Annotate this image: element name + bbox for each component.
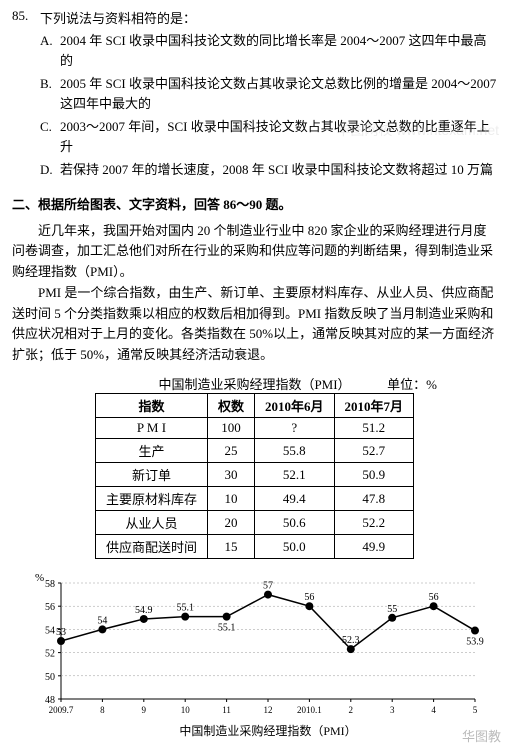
table-cell: 52.2 <box>334 511 414 535</box>
svg-text:57: 57 <box>263 581 273 592</box>
table-cell: P M I <box>95 418 207 439</box>
option-a: A. 2004 年 SCI 收录中国科技论文数的同比增长率是 2004～2007… <box>12 31 497 70</box>
table-cell: 52.7 <box>334 439 414 463</box>
table-cell: 新订单 <box>95 463 207 487</box>
table-cell: 生产 <box>95 439 207 463</box>
svg-text:56: 56 <box>45 602 55 613</box>
pmi-table: 指数 权数 2010年6月 2010年7月 P M I 100 ? 51.2 生… <box>95 393 414 559</box>
table-unit: 单位：% <box>387 374 437 393</box>
table-cell: 30 <box>207 463 254 487</box>
svg-text:54: 54 <box>45 625 55 636</box>
table-row: 从业人员 20 50.6 52.2 <box>95 511 413 535</box>
svg-text:2010.1: 2010.1 <box>297 705 322 715</box>
svg-text:5: 5 <box>472 705 477 715</box>
option-text: 2004 年 SCI 收录中国科技论文数的同比增长率是 2004～2007 这四… <box>60 31 497 70</box>
table-cell: 49.4 <box>255 487 335 511</box>
pmi-line-chart: %4850525456582009.7891011122010.12345535… <box>25 569 485 739</box>
option-letter: D. <box>40 160 60 180</box>
table-cell: 100 <box>207 418 254 439</box>
table-row: 新订单 30 52.1 50.9 <box>95 463 413 487</box>
passage-paragraph-2: PMI 是一个综合指数，由生产、新订单、主要原材料库存、从业人员、供应商配送时间… <box>12 283 497 366</box>
svg-text:58: 58 <box>45 579 55 590</box>
question-stem: 85. 下列说法与资料相符的是： <box>12 8 497 27</box>
table-cell: 51.2 <box>334 418 414 439</box>
table-cell: 50.6 <box>255 511 335 535</box>
svg-text:50: 50 <box>45 672 55 683</box>
table-header-row: 指数 权数 2010年6月 2010年7月 <box>95 394 413 418</box>
svg-text:10: 10 <box>180 705 190 715</box>
chart-svg: %4850525456582009.7891011122010.12345535… <box>25 569 485 739</box>
table-title-row: 中国制造业采购经理指数（PMI） 单位：% <box>12 374 497 393</box>
question-85: 85. 下列说法与资料相符的是： A. 2004 年 SCI 收录中国科技论文数… <box>12 8 497 180</box>
svg-text:2009.7: 2009.7 <box>48 705 73 715</box>
table-cell: 55.8 <box>255 439 335 463</box>
section-header: 二、根据所给图表、文字资料，回答 86～90 题。 <box>12 194 497 213</box>
svg-text:55: 55 <box>387 604 397 615</box>
table-cell: 供应商配送时间 <box>95 535 207 559</box>
question-text: 下列说法与资料相符的是： <box>40 8 497 27</box>
table-cell: 从业人员 <box>95 511 207 535</box>
table-title: 中国制造业采购经理指数（PMI） <box>158 374 350 393</box>
svg-text:11: 11 <box>222 705 231 715</box>
passage-paragraph-1: 近几年来，我国开始对国内 20 个制造业行业中 820 家企业的采购经理进行月度… <box>12 221 497 283</box>
option-b: B. 2005 年 SCI 收录中国科技论文数占其收录论文总数比例的增量是 20… <box>12 74 497 113</box>
svg-text:52.3: 52.3 <box>342 635 360 646</box>
table-header: 2010年7月 <box>334 394 414 418</box>
option-text: 若保持 2007 年的增长速度，2008 年 SCI 收录中国科技论文数将超过 … <box>60 160 497 180</box>
svg-text:55.1: 55.1 <box>217 623 235 634</box>
table-row: 主要原材料库存 10 49.4 47.8 <box>95 487 413 511</box>
table-cell: 50.0 <box>255 535 335 559</box>
table-cell: 47.8 <box>334 487 414 511</box>
svg-text:3: 3 <box>389 705 394 715</box>
svg-text:2: 2 <box>348 705 353 715</box>
svg-text:8: 8 <box>100 705 105 715</box>
table-header: 指数 <box>95 394 207 418</box>
svg-text:%: % <box>35 572 44 584</box>
option-text: 2005 年 SCI 收录中国科技论文数占其收录论文总数比例的增量是 2004～… <box>60 74 497 113</box>
svg-text:53: 53 <box>56 627 66 638</box>
svg-text:55.1: 55.1 <box>176 603 194 614</box>
table-row: 生产 25 55.8 52.7 <box>95 439 413 463</box>
svg-text:4: 4 <box>431 705 436 715</box>
table-header: 权数 <box>207 394 254 418</box>
passage: 近几年来，我国开始对国内 20 个制造业行业中 820 家企业的采购经理进行月度… <box>12 221 497 367</box>
table-row: 供应商配送时间 15 50.0 49.9 <box>95 535 413 559</box>
svg-text:54.9: 54.9 <box>135 605 153 616</box>
option-letter: C. <box>40 117 60 156</box>
table-cell: 49.9 <box>334 535 414 559</box>
option-c: C. 2003～2007 年间，SCI 收录中国科技论文数占其收录论文总数的比重… <box>12 117 497 156</box>
table-header: 2010年6月 <box>255 394 335 418</box>
svg-text:54: 54 <box>97 615 107 626</box>
table-row: P M I 100 ? 51.2 <box>95 418 413 439</box>
footer-watermark: 华图教 <box>462 726 501 745</box>
question-number: 85. <box>12 8 40 27</box>
table-cell: ? <box>255 418 335 439</box>
svg-text:53.9: 53.9 <box>466 637 484 648</box>
option-letter: B. <box>40 74 60 113</box>
option-text: 2003～2007 年间，SCI 收录中国科技论文数占其收录论文总数的比重逐年上… <box>60 117 497 156</box>
table-cell: 15 <box>207 535 254 559</box>
svg-text:56: 56 <box>428 592 438 603</box>
svg-text:9: 9 <box>141 705 146 715</box>
option-d: D. 若保持 2007 年的增长速度，2008 年 SCI 收录中国科技论文数将… <box>12 160 497 180</box>
table-cell: 50.9 <box>334 463 414 487</box>
table-cell: 25 <box>207 439 254 463</box>
svg-text:52: 52 <box>45 649 55 660</box>
option-letter: A. <box>40 31 60 70</box>
table-cell: 20 <box>207 511 254 535</box>
svg-text:12: 12 <box>263 705 272 715</box>
svg-text:56: 56 <box>304 592 314 603</box>
table-cell: 主要原材料库存 <box>95 487 207 511</box>
svg-text:中国制造业采购经理指数（PMI）: 中国制造业采购经理指数（PMI） <box>179 723 356 738</box>
table-cell: 10 <box>207 487 254 511</box>
table-cell: 52.1 <box>255 463 335 487</box>
